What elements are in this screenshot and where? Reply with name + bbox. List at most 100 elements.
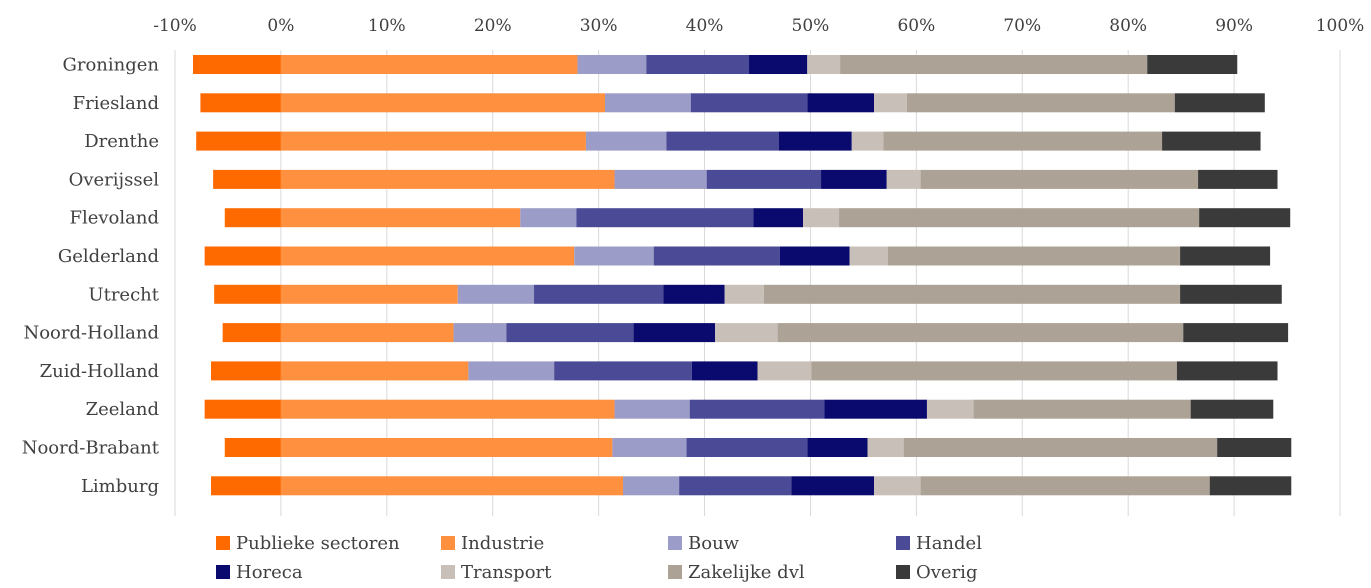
bar-segment xyxy=(840,55,1148,74)
bar-segment xyxy=(706,169,822,189)
bar-segment xyxy=(520,208,577,228)
bar-segment xyxy=(280,399,615,419)
x-tick-label: 0% xyxy=(267,16,294,36)
bar-segment xyxy=(506,323,634,343)
bar-segment xyxy=(222,323,281,343)
legend-label: Handel xyxy=(916,533,982,554)
legend-swatch xyxy=(216,536,230,550)
bar-segment xyxy=(280,55,578,74)
x-tick-label: 30% xyxy=(580,16,618,36)
bar-segment xyxy=(689,399,825,419)
legend-swatch xyxy=(896,536,910,550)
bar-segment xyxy=(851,131,884,151)
category-label: Overijssel xyxy=(69,169,160,190)
x-tick-label: 90% xyxy=(1215,16,1253,36)
bar-segment xyxy=(576,208,754,228)
bar-segment xyxy=(585,131,667,151)
x-tick-label: 80% xyxy=(1109,16,1147,36)
bar-segment xyxy=(280,246,575,266)
bar-segment xyxy=(1147,55,1238,74)
bar-segment xyxy=(204,246,281,266)
legend-swatch xyxy=(896,565,910,579)
legend-label: Transport xyxy=(461,562,552,583)
legend-label: Overig xyxy=(916,562,977,583)
bar-segment xyxy=(211,361,281,381)
bar-segment xyxy=(821,169,887,189)
bar-segment xyxy=(280,361,469,381)
bar-segment xyxy=(1176,361,1278,381)
bar-segment xyxy=(1180,284,1282,304)
bar-segment xyxy=(849,246,888,266)
bar-segment xyxy=(468,361,555,381)
bar-segment xyxy=(554,361,692,381)
bar-segment xyxy=(807,438,868,457)
bar-segment xyxy=(824,399,927,419)
bar-segment xyxy=(666,131,779,151)
legend-label: Bouw xyxy=(688,533,740,554)
x-tick-label: 50% xyxy=(792,16,830,36)
bar-segment xyxy=(920,476,1210,496)
legend-swatch xyxy=(441,536,455,550)
legend-label: Publieke sectoren xyxy=(236,533,400,554)
bar-segment xyxy=(213,169,281,189)
category-label: Zeeland xyxy=(86,399,159,420)
legend-swatch xyxy=(441,565,455,579)
bar-segment xyxy=(778,131,852,151)
bar-segment xyxy=(1209,476,1292,496)
bar-segment xyxy=(757,361,812,381)
bar-segment xyxy=(807,55,841,74)
bar-segment xyxy=(686,438,808,457)
bar-segment xyxy=(883,131,1163,151)
bar-segment xyxy=(1180,246,1271,266)
bar-segment xyxy=(280,323,454,343)
bar-segment xyxy=(811,361,1177,381)
bar-segment xyxy=(887,246,1181,266)
bar-segment xyxy=(1198,169,1278,189)
x-tick-label: 10% xyxy=(368,16,406,36)
legend-label: Zakelijke dvl xyxy=(688,562,805,583)
bar-segment xyxy=(903,438,1218,457)
bar-segment xyxy=(622,476,680,496)
bar-segment xyxy=(839,208,1200,228)
bar-segment xyxy=(807,93,874,113)
bar-segment xyxy=(614,399,690,419)
bar-segment xyxy=(749,55,808,74)
bar-segment xyxy=(211,476,281,496)
bar-segment xyxy=(753,208,804,228)
bar-segment xyxy=(534,284,664,304)
bar-segments xyxy=(193,55,1292,496)
bar-segment xyxy=(614,169,707,189)
x-tick-label: -10% xyxy=(153,16,197,36)
legend-swatch xyxy=(668,565,682,579)
bar-segment xyxy=(604,93,691,113)
bar-segment xyxy=(280,438,613,457)
x-axis-tick-labels: -10% 0% 10% 20% 30% 40% 50% 60% 70% 80% 90% 100% xyxy=(153,16,1364,36)
bar-segment xyxy=(577,55,647,74)
bar-segment xyxy=(1217,438,1292,457)
bar-segment xyxy=(200,93,281,113)
category-label: Utrecht xyxy=(88,284,159,305)
bar-segment xyxy=(204,399,281,419)
bar-segment xyxy=(874,93,907,113)
bar-segment xyxy=(633,323,716,343)
x-tick-label: 40% xyxy=(686,16,724,36)
category-label: Gelderland xyxy=(58,246,159,267)
bar-segment xyxy=(457,284,535,304)
category-label: Zuid-Holland xyxy=(40,361,159,382)
bar-segment xyxy=(1174,93,1265,113)
legend-swatch xyxy=(216,565,230,579)
x-tick-label: 60% xyxy=(897,16,935,36)
bar-segment xyxy=(791,476,874,496)
y-axis-category-labels: Groningen Friesland Drenthe Overijssel Flevo… xyxy=(22,55,160,497)
category-label: Drenthe xyxy=(84,131,159,152)
bar-segment xyxy=(1199,208,1291,228)
bar-segment xyxy=(679,476,792,496)
bar-segment xyxy=(803,208,840,228)
legend-swatch xyxy=(668,536,682,550)
bar-segment xyxy=(691,361,758,381)
bar-segment xyxy=(874,476,921,496)
bar-segment xyxy=(690,93,808,113)
category-label: Friesland xyxy=(73,93,159,114)
bar-segment xyxy=(763,284,1181,304)
